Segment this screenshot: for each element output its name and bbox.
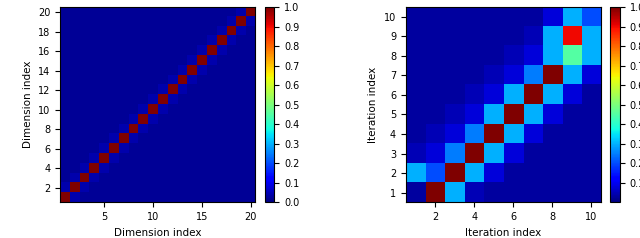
- Y-axis label: Iteration index: Iteration index: [368, 67, 378, 143]
- Y-axis label: Dimension index: Dimension index: [22, 61, 33, 149]
- X-axis label: Iteration index: Iteration index: [465, 228, 541, 238]
- X-axis label: Dimension index: Dimension index: [114, 228, 202, 238]
